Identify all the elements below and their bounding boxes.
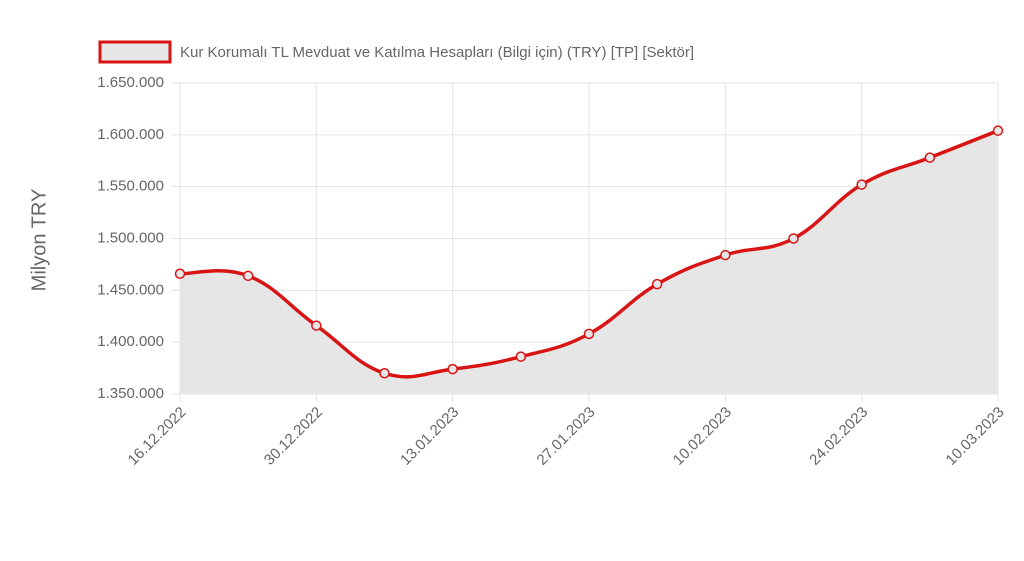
x-tick-label: 10.02.2023 <box>670 404 735 469</box>
legend-swatch <box>98 40 172 64</box>
point <box>447 363 458 375</box>
point <box>379 368 390 379</box>
y-tick-label: 1.500.000 <box>97 229 164 246</box>
y-tick-label: 1.450.000 <box>97 281 164 298</box>
point <box>242 270 254 282</box>
point <box>788 233 799 244</box>
x-tick-label: 30.12.2022 <box>261 404 326 469</box>
point <box>311 320 322 331</box>
point <box>720 249 731 261</box>
x-tick-label: 24.02.2023 <box>806 404 871 469</box>
point <box>174 268 186 279</box>
x-tick-label: 10.03.2023 <box>943 404 1008 469</box>
x-tick-label: 13.01.2023 <box>397 404 462 469</box>
point <box>651 278 663 290</box>
point <box>583 328 595 340</box>
y-tick-label: 1.400.000 <box>97 333 164 350</box>
legend-label: Kur Korumalı TL Mevduat ve Katılma Hesap… <box>180 44 694 61</box>
point <box>856 179 867 190</box>
point <box>992 125 1004 136</box>
x-tick-label: 27.01.2023 <box>534 404 599 469</box>
x-tick-label: 16.12.2022 <box>125 404 190 469</box>
area <box>180 130 998 395</box>
y-axis-label: Milyon TRY <box>28 189 50 292</box>
point <box>515 351 527 362</box>
y-tick-label: 1.650.000 <box>97 74 164 91</box>
y-tick-label: 1.550.000 <box>97 178 164 195</box>
point <box>924 152 936 163</box>
y-tick-label: 1.350.000 <box>97 385 164 402</box>
y-tick-label: 1.600.000 <box>97 126 164 143</box>
